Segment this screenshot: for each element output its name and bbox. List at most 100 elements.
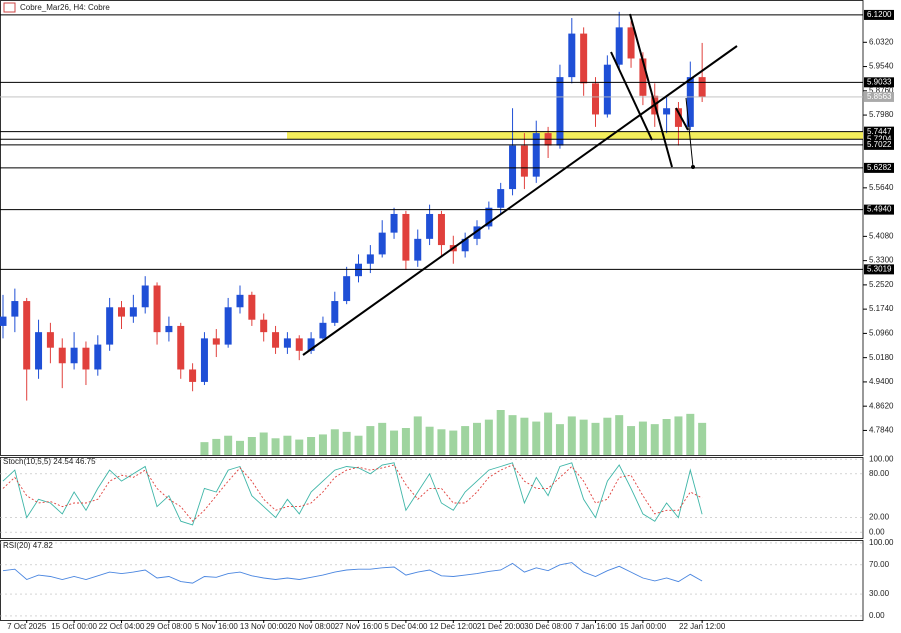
candle-body xyxy=(437,213,445,246)
rsi-value: 47.82 xyxy=(33,541,54,550)
volume-bar xyxy=(544,412,553,455)
y-tick-label: 5.5640 xyxy=(869,183,894,192)
level-label: 5.3019 xyxy=(867,264,892,273)
volume-bar xyxy=(650,424,659,455)
panel-frame xyxy=(0,457,864,539)
x-tick-label: 15 Jan 00:00 xyxy=(620,622,667,631)
stoch-main-value: 24.54 xyxy=(53,457,74,466)
volume-bar xyxy=(354,435,363,455)
level-label-box xyxy=(864,264,894,275)
candle-body xyxy=(11,301,19,317)
indicator-line xyxy=(2,562,703,584)
volume-bar xyxy=(425,426,434,455)
level-label: 6.1200 xyxy=(867,10,892,19)
volume-bar xyxy=(413,416,422,455)
candle-body xyxy=(212,338,220,345)
level-label-box xyxy=(864,9,894,20)
x-tick-label: 5 Nov 16:00 xyxy=(195,622,239,631)
y-tick-label: 80.00 xyxy=(869,469,890,478)
candle-body xyxy=(129,307,137,317)
volume-bar xyxy=(461,426,470,455)
level-label-box xyxy=(864,126,894,137)
level-label-box xyxy=(864,139,894,150)
volume-bar xyxy=(401,428,410,455)
candle-body xyxy=(177,325,185,370)
volume-bar xyxy=(484,419,493,455)
x-tick-label: 29 Oct 08:00 xyxy=(146,622,192,631)
volume-bar xyxy=(638,421,647,455)
candle-body xyxy=(627,27,635,59)
y-tick-label: 70.00 xyxy=(869,560,890,569)
current-price-label: 5.8563 xyxy=(867,92,892,101)
volume-bar xyxy=(532,421,541,455)
volume-bar xyxy=(330,429,339,455)
candle-body xyxy=(639,58,647,96)
y-tick-label: 5.3300 xyxy=(869,256,894,265)
channel-line xyxy=(610,51,653,141)
level-label: 5.6282 xyxy=(867,163,892,172)
volume-bar xyxy=(449,430,458,455)
y-tick-label: 5.0180 xyxy=(869,353,894,362)
x-tick-label: 30 Dec 08:00 xyxy=(524,622,572,631)
candle-body xyxy=(509,145,517,190)
stoch-signal-value: 46.75 xyxy=(76,457,97,466)
y-tick-label: 100.00 xyxy=(869,538,894,547)
candle-body xyxy=(35,332,43,370)
volume-bar xyxy=(627,426,636,455)
chart-icon xyxy=(3,2,16,13)
y-tick-label: 4.8620 xyxy=(869,401,894,410)
candle-body xyxy=(153,285,161,333)
volume-bar xyxy=(674,416,683,455)
volume-bar xyxy=(473,422,481,455)
volume-bar xyxy=(236,440,244,455)
candle-body xyxy=(402,213,410,261)
y-tick-label: 5.0960 xyxy=(869,329,894,338)
trend-line xyxy=(302,45,738,356)
candle-body xyxy=(165,325,173,333)
channel-line xyxy=(675,107,689,131)
level-label-box xyxy=(864,162,894,173)
candle-body xyxy=(698,77,706,97)
x-tick-label: 21 Dec 20:00 xyxy=(477,622,525,631)
volume-bar xyxy=(579,419,588,455)
candle-body xyxy=(426,213,434,239)
support-zone xyxy=(287,131,863,140)
volume-bar xyxy=(567,416,576,455)
level-label: 5.4940 xyxy=(867,205,892,214)
x-tick-label: 22 Jan 12:00 xyxy=(679,622,726,631)
candle-body xyxy=(532,133,540,177)
x-tick-label: 20 Nov 08:00 xyxy=(287,622,335,631)
x-tick-label: 7 Oct 2025 xyxy=(7,622,47,631)
level-label: 5.7447 xyxy=(867,127,892,136)
volume-bar xyxy=(366,426,375,455)
chart-title: Cobre_Mar26, H4: Cobre xyxy=(20,3,110,12)
candle-body xyxy=(331,301,339,323)
candle-body xyxy=(390,213,398,233)
candle-body xyxy=(497,189,505,208)
panel-frame xyxy=(0,540,864,621)
volume-bar xyxy=(496,410,505,455)
candle-body xyxy=(414,238,422,261)
projection-line xyxy=(685,97,694,168)
candle-body xyxy=(319,322,327,339)
y-tick-label: 4.9400 xyxy=(869,377,894,386)
candle-body xyxy=(224,307,232,345)
candle-body xyxy=(70,347,78,364)
volume-bar xyxy=(508,415,517,455)
y-tick-label: 4.7840 xyxy=(869,426,894,435)
stoch-label: Stoch(10,5,5) 24.54 46.75 xyxy=(3,457,96,466)
candle-body xyxy=(568,33,576,78)
candle-body xyxy=(343,276,351,302)
candle-body xyxy=(461,238,469,252)
channel-line xyxy=(629,13,673,168)
rsi-title: RSI(20) xyxy=(3,541,31,550)
rsi-label: RSI(20) 47.82 xyxy=(3,541,53,550)
candle-body xyxy=(94,344,102,370)
volume-bar xyxy=(603,417,612,455)
volume-bar xyxy=(555,424,564,455)
y-tick-label: 0.00 xyxy=(869,527,885,536)
volume-bar xyxy=(437,429,446,455)
candle-body xyxy=(307,338,315,351)
